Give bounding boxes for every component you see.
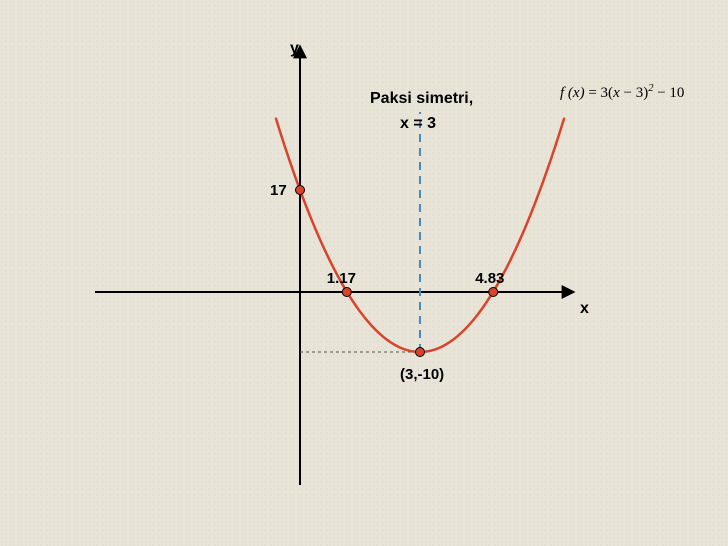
point-label-y-intercept: 17	[270, 182, 287, 199]
chart-svg	[0, 0, 728, 546]
point-label-root-right: 4.83	[475, 270, 504, 287]
point-label-root-left: 1.17	[327, 270, 356, 287]
point-label-vertex: (3,-10)	[400, 366, 444, 383]
y-axis-label: y	[290, 40, 299, 58]
point-root-right	[489, 288, 498, 297]
point-y-intercept	[296, 186, 305, 195]
chart-stage: x y Paksi simetri, x = 3 f (x) = 3(x − 3…	[0, 0, 728, 546]
x-axis-label: x	[580, 300, 589, 318]
axis-of-symmetry-equation: x = 3	[400, 115, 436, 133]
axis-of-symmetry-title: Paksi simetri,	[370, 90, 473, 108]
function-formula: f (x) = 3(x − 3)2 − 10	[560, 83, 684, 102]
point-vertex	[416, 348, 425, 357]
point-root-left	[342, 288, 351, 297]
